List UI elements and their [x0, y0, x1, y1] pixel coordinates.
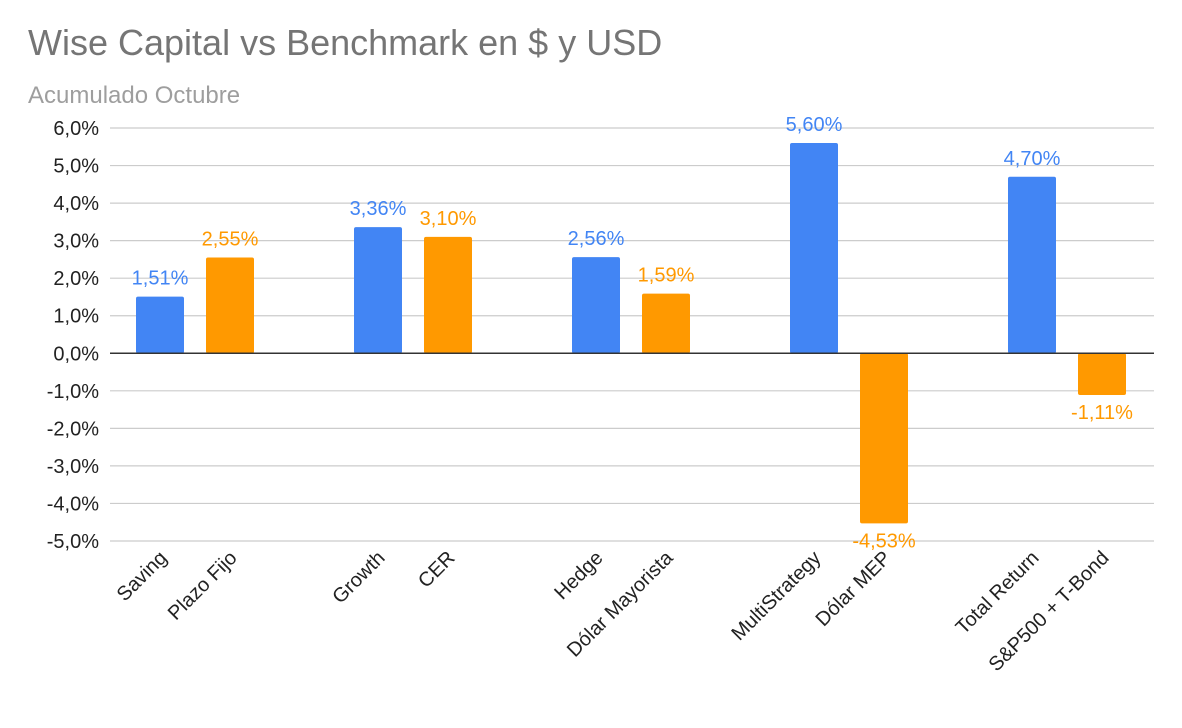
data-label: -1,11%	[1071, 402, 1133, 424]
category-label: Saving	[113, 547, 172, 606]
y-tick-label: -4,0%	[47, 493, 99, 515]
bar	[206, 257, 254, 354]
data-labels: 1,51% 2,55% 3,36% 3,10% 2,56% 1,59% 5,60% -4,53…	[132, 114, 1134, 552]
bar	[642, 293, 690, 354]
category-label: S&P500 + T-Bond	[985, 547, 1114, 676]
y-tick-label: 4,0%	[53, 193, 99, 215]
bar	[136, 296, 184, 354]
bar	[790, 143, 838, 354]
y-tick-label: -3,0%	[47, 456, 99, 478]
y-tick-label: 2,0%	[53, 268, 99, 290]
bar	[1008, 176, 1056, 354]
data-label: 1,51%	[132, 268, 189, 290]
data-label: 2,56%	[568, 228, 625, 250]
data-label: -4,53%	[852, 530, 916, 552]
y-axis-ticks: 6,0% 5,0% 4,0% 3,0% 2,0% 1,0% 0,0% -1,0% -2,0% -3…	[47, 118, 99, 553]
bars	[136, 143, 1126, 524]
category-label: MultiStrategy	[727, 547, 825, 645]
y-tick-label: -5,0%	[47, 531, 99, 553]
y-tick-label: 1,0%	[53, 306, 99, 328]
bar	[424, 236, 472, 354]
category-label: Dólar MEP	[812, 547, 896, 631]
y-tick-label: 3,0%	[53, 231, 99, 253]
y-tick-label: 6,0%	[53, 118, 99, 140]
category-label: Growth	[328, 547, 389, 608]
data-label: 3,36%	[350, 198, 407, 220]
y-tick-label: -1,0%	[47, 381, 99, 403]
category-label: CER	[414, 547, 459, 592]
data-label: 5,60%	[786, 114, 843, 136]
chart-subtitle: Acumulado Octubre	[28, 82, 241, 109]
y-tick-label: 5,0%	[53, 156, 99, 178]
data-label: 3,10%	[420, 208, 477, 230]
category-label: Plazo Fijo	[164, 547, 242, 625]
category-label: Hedge	[550, 547, 607, 604]
chart-title: Wise Capital vs Benchmark en $ y USD	[28, 22, 663, 63]
gridlines	[110, 127, 1154, 542]
bar	[572, 257, 620, 354]
bar	[1078, 353, 1126, 395]
data-label: 1,59%	[638, 265, 695, 287]
y-tick-label: -2,0%	[47, 418, 99, 440]
y-tick-label: 0,0%	[53, 343, 99, 365]
data-label: 2,55%	[202, 229, 259, 251]
data-label: 4,70%	[1004, 148, 1061, 170]
bar	[860, 353, 908, 524]
bar	[354, 227, 402, 354]
